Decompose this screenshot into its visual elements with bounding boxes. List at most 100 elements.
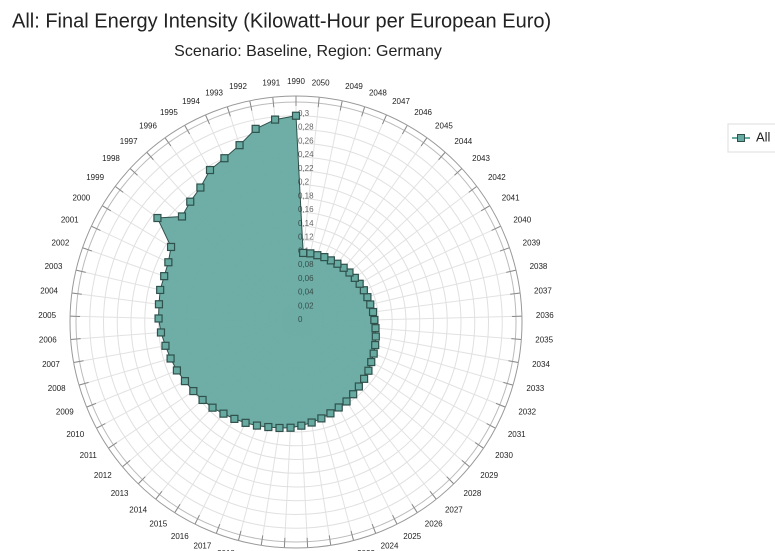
marker xyxy=(359,286,368,295)
rim-tick xyxy=(401,125,408,135)
marker xyxy=(367,357,376,367)
category-label: 2023 xyxy=(357,549,375,551)
rim-tick xyxy=(237,530,242,541)
category-label: 2017 xyxy=(194,542,212,551)
category-label: 2035 xyxy=(535,336,553,345)
marker xyxy=(354,382,363,391)
rim-tick xyxy=(371,523,377,534)
marker xyxy=(275,423,284,433)
category-label: 2047 xyxy=(392,97,410,106)
rim-tick xyxy=(511,338,522,340)
rim-tick xyxy=(78,381,89,386)
rim-tick xyxy=(75,269,86,273)
y-tick-label: 0,22 xyxy=(298,164,314,173)
rim-tick xyxy=(461,459,470,468)
marker xyxy=(166,242,176,252)
y-tick-label: 0,08 xyxy=(298,260,314,269)
category-label: 1990 xyxy=(287,77,305,86)
marker xyxy=(355,279,364,288)
category-label: 2012 xyxy=(94,471,112,480)
rim-tick xyxy=(411,503,418,513)
category-label: 2013 xyxy=(111,489,129,498)
marker xyxy=(198,395,207,405)
marker xyxy=(333,259,342,268)
rim-tick xyxy=(328,535,332,546)
category-label: 2044 xyxy=(454,137,472,146)
marker xyxy=(291,111,301,120)
rim-tick xyxy=(503,381,514,386)
rim-tick xyxy=(491,225,501,231)
marker xyxy=(364,366,373,375)
category-label: 1994 xyxy=(182,97,200,106)
rim-tick xyxy=(129,168,138,176)
marker xyxy=(349,390,358,399)
category-label: 2048 xyxy=(369,88,387,97)
marker xyxy=(172,366,182,375)
rim-tick xyxy=(101,205,112,212)
marker xyxy=(345,268,354,277)
category-label: 2024 xyxy=(381,542,399,551)
rim-tick xyxy=(82,247,93,252)
marker xyxy=(371,340,380,350)
category-label: 2015 xyxy=(149,520,167,529)
y-tick-label: 0,2 xyxy=(298,178,310,187)
category-label: 2009 xyxy=(56,408,74,417)
rim-tick xyxy=(495,402,506,408)
rim-tick xyxy=(361,106,366,117)
marker xyxy=(189,386,198,396)
category-label: 1991 xyxy=(262,78,280,87)
rim-tick xyxy=(468,185,478,193)
marker xyxy=(164,258,173,267)
category-label: 2006 xyxy=(39,336,57,345)
y-tick-label: 0 xyxy=(298,315,303,324)
rim-tick xyxy=(174,503,181,513)
category-label: 2033 xyxy=(526,384,544,393)
marker xyxy=(230,414,239,423)
marker xyxy=(363,293,372,302)
marker xyxy=(220,154,229,163)
marker xyxy=(153,213,162,223)
marker xyxy=(156,328,166,337)
marker xyxy=(154,300,164,309)
category-label: 2045 xyxy=(435,122,453,131)
marker xyxy=(156,285,165,295)
rim-tick xyxy=(317,97,320,108)
marker xyxy=(264,422,273,432)
category-label: 2031 xyxy=(508,430,526,439)
category-label: 1995 xyxy=(160,108,178,117)
category-label: 2003 xyxy=(45,262,63,271)
category-label: 2038 xyxy=(530,262,548,271)
rim-tick xyxy=(350,530,355,541)
category-label: 2049 xyxy=(345,82,363,91)
y-tick-label: 0,3 xyxy=(298,109,310,118)
rim-tick xyxy=(272,97,275,108)
y-tick-label: 0,16 xyxy=(298,205,314,214)
category-label: 2042 xyxy=(488,173,506,182)
marker xyxy=(320,253,329,262)
rim-tick xyxy=(70,338,81,340)
legend-label: All xyxy=(756,129,771,144)
marker xyxy=(342,397,351,406)
rim-tick xyxy=(73,360,84,364)
category-label: 2007 xyxy=(42,360,60,369)
category-label: 1999 xyxy=(86,173,104,182)
marker xyxy=(286,423,295,432)
category-label: 1997 xyxy=(120,137,138,146)
category-label: 1993 xyxy=(205,88,223,97)
rim-tick xyxy=(91,225,101,231)
marker xyxy=(350,273,359,282)
category-label: 2046 xyxy=(414,108,432,117)
category-label: 2039 xyxy=(523,238,541,247)
marker xyxy=(154,314,163,323)
category-label: 2011 xyxy=(80,451,98,460)
category-label: 2005 xyxy=(38,311,56,320)
rim-tick xyxy=(499,247,510,252)
marker xyxy=(251,124,260,133)
rim-tick xyxy=(382,114,387,125)
rim-tick xyxy=(146,151,154,161)
marker xyxy=(370,315,379,325)
marker xyxy=(180,377,190,386)
y-tick-label: 0,04 xyxy=(298,288,314,297)
rim-tick xyxy=(114,185,124,193)
category-label: 1996 xyxy=(139,122,157,131)
